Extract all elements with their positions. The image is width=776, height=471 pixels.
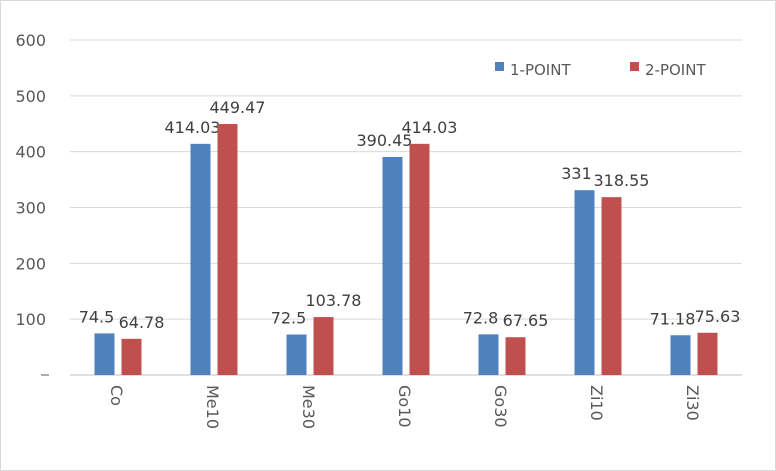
bar-Zi30-2-POINT xyxy=(697,332,718,375)
y-tick-label: 300 xyxy=(15,199,46,218)
data-label: 414.03 xyxy=(402,118,458,137)
legend-swatch-2-POINT xyxy=(630,62,639,71)
y-tick-label: 400 xyxy=(15,143,46,162)
data-label: 414.03 xyxy=(165,118,221,137)
data-label: 74.5 xyxy=(79,307,115,326)
x-tick-label: Zi30 xyxy=(683,385,702,421)
bar-Go30-2-POINT xyxy=(505,337,526,375)
legend-entry: 2-POINT xyxy=(645,61,706,79)
x-tick-label: Me30 xyxy=(299,385,318,429)
data-label: 67.65 xyxy=(503,311,549,330)
bar-Me30-2-POINT xyxy=(313,317,334,375)
data-label: 72.5 xyxy=(271,309,307,328)
x-tick-label: Go30 xyxy=(491,385,510,428)
data-label: 103.78 xyxy=(306,291,362,310)
bar-Me10-2-POINT xyxy=(217,124,238,375)
bar-Zi10-2-POINT xyxy=(601,197,622,375)
data-label: 72.8 xyxy=(463,308,499,327)
bar-Zi30-1-POINT xyxy=(670,335,691,375)
data-label: 449.47 xyxy=(210,98,266,117)
x-tick-label: Me10 xyxy=(203,385,222,429)
data-label: 390.45 xyxy=(357,131,413,150)
bar-Me10-1-POINT xyxy=(190,143,211,375)
x-tick-label: Zi10 xyxy=(587,385,606,421)
data-label: 75.63 xyxy=(695,307,741,326)
bar-Zi10-1-POINT xyxy=(574,190,595,375)
data-label: 331 xyxy=(561,164,592,183)
data-label: 71.18 xyxy=(650,309,696,328)
bar-Go10-2-POINT xyxy=(409,143,430,375)
x-tick-label: Go10 xyxy=(395,385,414,428)
bar-Co-1-POINT xyxy=(94,333,115,375)
bar-Me30-1-POINT xyxy=(286,334,307,375)
bar-Go10-1-POINT xyxy=(382,156,403,375)
legend-entry: 1-POINT xyxy=(510,61,571,79)
legend-swatch-1-POINT xyxy=(495,62,504,71)
data-label: 64.78 xyxy=(119,313,165,332)
y-tick-label: 600 xyxy=(15,31,46,50)
y-tick-label: 100 xyxy=(15,310,46,329)
bar-Go30-1-POINT xyxy=(478,334,499,375)
y-tick-label: 200 xyxy=(15,254,46,273)
bar-Co-2-POINT xyxy=(121,338,142,375)
data-label: 318.55 xyxy=(594,171,650,190)
x-tick-label: Co xyxy=(107,385,126,406)
y-tick-label: 500 xyxy=(15,87,46,106)
